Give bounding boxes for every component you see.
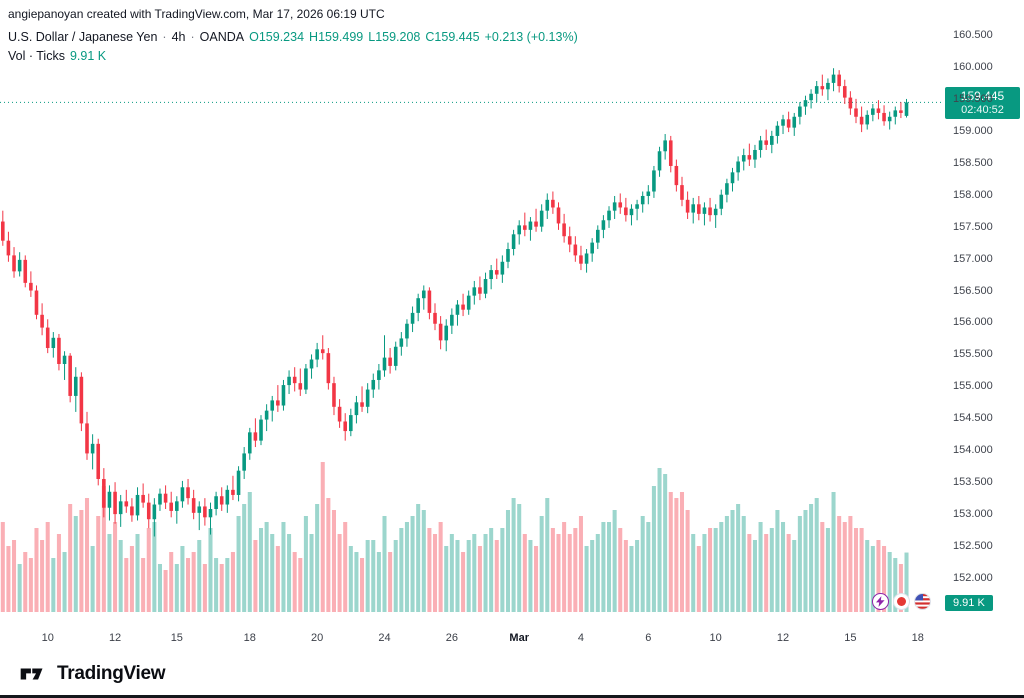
time-tick-label: 6: [645, 632, 652, 644]
price-tick-label: 156.000: [953, 316, 993, 329]
price-tick-label: 152.000: [953, 572, 993, 584]
price-tick-label: 156.500: [953, 284, 993, 297]
time-tick-label: 12: [776, 632, 790, 644]
price-tick-label: 154.000: [953, 444, 993, 457]
symbol-legend: U.S. Dollar / Japanese Yen · 4h · OANDA …: [8, 30, 578, 64]
volume-indicator-label[interactable]: Vol · Ticks: [8, 49, 65, 63]
time-tick-label: 10: [41, 632, 54, 644]
ohlc-high: H159.499: [309, 30, 364, 44]
price-tick-label: 153.500: [953, 476, 993, 489]
price-tick-label: 157.000: [953, 252, 993, 265]
attribution-bar: angiepanoyan created with TradingView.co…: [8, 7, 385, 21]
legend-separator: ·: [162, 30, 167, 44]
time-tick-label: 12: [108, 632, 122, 644]
bar-countdown: 02:40:52: [961, 104, 1004, 117]
exchange-label[interactable]: OANDA: [199, 30, 245, 44]
price-tick-label: 152.500: [953, 540, 993, 553]
price-tick-label: 155.000: [953, 380, 993, 393]
japan-flag-dot: [897, 597, 906, 606]
time-tick-label: 10: [709, 632, 722, 644]
ohlc-open: O159.234: [249, 30, 305, 44]
time-tick-label: 26: [445, 632, 458, 644]
time-tick-label: 24: [378, 632, 391, 644]
price-tick-label: 160.000: [953, 60, 993, 73]
time-tick-label: 4: [577, 632, 585, 644]
price-tick-label: 159.500: [953, 92, 993, 105]
volume-indicator-value: 9.91 K: [69, 49, 107, 63]
time-tick-label: 20: [311, 632, 324, 644]
chart-area: U.S. Dollar / Japanese Yen · 4h · OANDA …: [0, 26, 943, 626]
price-tick-label: 158.000: [953, 188, 993, 201]
japan-flag-icon[interactable]: [893, 593, 910, 610]
footer-bar: TradingView: [0, 652, 1024, 695]
tradingview-wordmark[interactable]: TradingView: [57, 662, 166, 684]
price-tick-label: 158.500: [953, 156, 993, 169]
symbol-title[interactable]: U.S. Dollar / Japanese Yen: [8, 30, 158, 44]
ohlc-low: L159.208: [368, 30, 421, 44]
price-tick-label: 160.500: [953, 29, 993, 41]
price-tick-label: 154.500: [953, 412, 993, 425]
price-change: +0.213 (+0.13%): [484, 30, 578, 44]
tradingview-logo-icon[interactable]: [20, 664, 50, 684]
time-tick-label: 15: [844, 632, 857, 644]
interval-label[interactable]: 4h: [171, 30, 186, 44]
price-tick-label: 159.000: [953, 124, 993, 137]
time-tick-label: 18: [243, 632, 256, 644]
candlestick-chart[interactable]: [0, 26, 943, 626]
price-tick-label: 155.500: [953, 348, 993, 361]
price-tick-label: 157.500: [953, 220, 993, 233]
time-tick-label: 15: [170, 632, 183, 644]
ohlc-close: C159.445: [425, 30, 480, 44]
price-tick-label: 153.000: [953, 508, 993, 521]
us-flag-icon[interactable]: [914, 593, 931, 610]
legend-separator: ·: [190, 30, 195, 44]
volume-value-badge: 9.91 K: [945, 595, 993, 611]
event-icons: [872, 593, 931, 610]
legend-row-symbol: U.S. Dollar / Japanese Yen · 4h · OANDA …: [8, 30, 578, 45]
time-tick-label: 18: [911, 632, 924, 644]
lightning-icon[interactable]: [872, 593, 889, 610]
time-scale[interactable]: 10 12 15 18 20 24 26 Mar 4 6 10 12 15 18: [0, 626, 943, 650]
legend-row-volume: Vol · Ticks 9.91 K: [8, 49, 578, 64]
price-scale[interactable]: 159.445 02:40:52 9.91 K 160.500 160.000 15…: [943, 26, 1024, 626]
time-tick-label: Mar: [509, 632, 529, 644]
last-price-badge: 159.445 02:40:52: [945, 87, 1020, 120]
last-price-value: 159.445: [960, 89, 1005, 104]
